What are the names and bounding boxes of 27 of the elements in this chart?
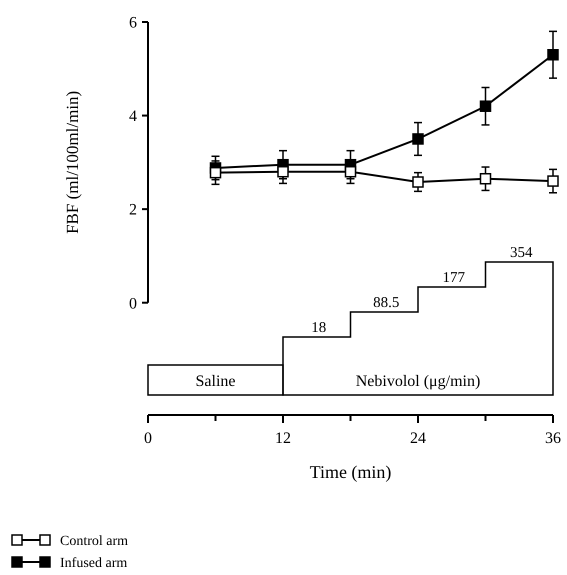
y-tick-label: 6 [129, 14, 137, 32]
annotation: 88.5 [373, 295, 400, 311]
x-tick-label: 12 [275, 430, 291, 447]
legend-label: Control arm [60, 534, 128, 549]
y-tick-label: 0 [129, 295, 137, 312]
annotation: Nebivolol (μg/min) [356, 373, 480, 390]
point [277, 166, 289, 178]
point [480, 172, 492, 184]
point [210, 166, 222, 178]
annotation: 354 [510, 245, 533, 261]
x-tick-label: 0 [144, 430, 152, 447]
point [547, 49, 559, 60]
point [480, 100, 492, 112]
legend-label: Infused arm [60, 556, 128, 571]
point [412, 176, 424, 188]
point [547, 175, 559, 187]
x-tick-label: 24 [410, 430, 426, 447]
y-tick-label: 4 [129, 108, 137, 126]
y-tick-label: 2 [129, 202, 137, 219]
point [412, 133, 424, 145]
x-axis-title: Time (min) [310, 462, 392, 482]
annotation: 177 [442, 270, 466, 286]
x-tick-label: 36 [545, 430, 561, 447]
annotation: 18 [311, 320, 326, 336]
annotation: Saline [196, 373, 236, 390]
point [344, 166, 356, 178]
y-axis-title: FBF (ml/100ml/min) [63, 90, 82, 234]
